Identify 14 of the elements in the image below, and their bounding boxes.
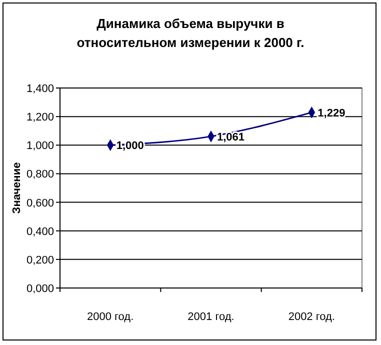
y-tick-label: 0,200 bbox=[26, 254, 54, 266]
x-tick-label: 2002 год. bbox=[288, 311, 335, 323]
y-tick-label: 1,400 bbox=[26, 83, 54, 95]
chart-title: Динамика объема выручки в относительном измерении к 2000 г. bbox=[76, 16, 304, 50]
y-tick-label: 1,000 bbox=[26, 140, 54, 152]
y-tick-label: 0,000 bbox=[26, 283, 54, 295]
x-tick-label: 2000 год. bbox=[87, 311, 134, 323]
y-tick-label: 0,800 bbox=[26, 168, 54, 181]
data-label: 1,061 bbox=[217, 131, 245, 144]
y-tick-label: 0,400 bbox=[26, 226, 54, 238]
x-tick-label: 2001 год. bbox=[188, 311, 234, 323]
y-tick-label: 1,200 bbox=[26, 112, 54, 124]
y-axis-title: Значение bbox=[11, 162, 23, 214]
y-tick-label: 0,600 bbox=[26, 197, 54, 210]
